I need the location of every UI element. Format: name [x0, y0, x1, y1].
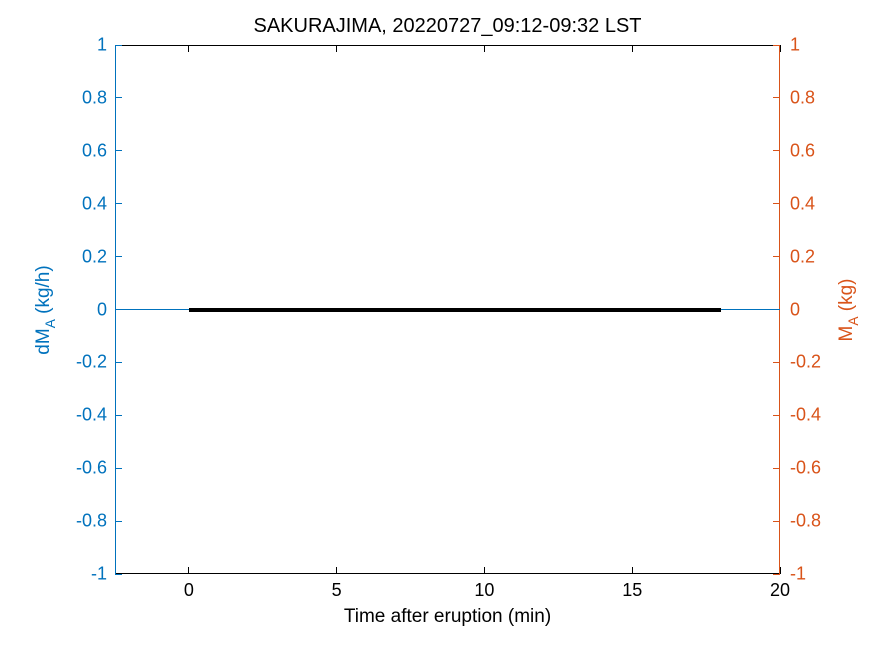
- y-right-label-suffix: (kg): [836, 278, 857, 316]
- y-right-label-sub: A: [846, 316, 861, 325]
- y-right-tick: [773, 362, 780, 363]
- chart-title: SAKURAJIMA, 20220727_09:12-09:32 LST: [253, 15, 641, 38]
- x-tick-label: 0: [184, 580, 194, 601]
- y-right-tick: [773, 574, 780, 575]
- x-tick-label: 10: [474, 580, 494, 601]
- y-left-tick-label: -0.2: [76, 352, 107, 373]
- y-left-tick-label: 0: [97, 299, 107, 320]
- y-left-tick-label: 0.8: [82, 87, 107, 108]
- x-tick: [484, 567, 485, 574]
- x-tick-top: [336, 45, 337, 52]
- y-right-tick: [773, 415, 780, 416]
- y-left-tick-label: -0.8: [76, 511, 107, 532]
- y-right-tick-label: 1: [790, 35, 800, 56]
- y-left-tick: [115, 574, 122, 575]
- y-left-label-sub: A: [43, 319, 58, 328]
- y-right-tick: [773, 97, 780, 98]
- y-left-label-prefix: dM: [33, 328, 54, 354]
- x-tick-label: 15: [622, 580, 642, 601]
- y-right-tick-label: -0.4: [790, 405, 821, 426]
- x-axis-top: [115, 45, 780, 46]
- y-left-tick: [115, 468, 122, 469]
- y-right-tick-label: 0.6: [790, 140, 815, 161]
- data-series-line: [189, 308, 721, 312]
- y-left-tick: [115, 45, 122, 46]
- y-right-tick-label: -1: [790, 564, 806, 585]
- y-left-tick: [115, 203, 122, 204]
- y-left-tick: [115, 150, 122, 151]
- x-tick: [336, 567, 337, 574]
- x-tick: [632, 567, 633, 574]
- y-right-axis-label: MA (kg): [836, 278, 860, 341]
- y-right-tick: [773, 521, 780, 522]
- y-right-tick-label: -0.2: [790, 352, 821, 373]
- x-axis-label: Time after eruption (min): [344, 606, 551, 628]
- x-axis-bottom: [115, 573, 780, 574]
- y-right-tick-label: 0.2: [790, 246, 815, 267]
- y-left-tick-label: 0.2: [82, 246, 107, 267]
- x-tick: [188, 567, 189, 574]
- y-left-tick-label: 1: [97, 35, 107, 56]
- y-left-tick-label: 0.6: [82, 140, 107, 161]
- y-right-tick: [773, 150, 780, 151]
- y-right-tick-label: 0.8: [790, 87, 815, 108]
- y-left-tick: [115, 415, 122, 416]
- y-left-tick: [115, 362, 122, 363]
- y-right-tick: [773, 468, 780, 469]
- y-right-tick-label: -0.6: [790, 458, 821, 479]
- x-tick-top: [188, 45, 189, 52]
- y-right-tick: [773, 45, 780, 46]
- y-right-tick-label: 0: [790, 299, 800, 320]
- x-tick-top: [484, 45, 485, 52]
- y-left-tick: [115, 521, 122, 522]
- y-right-tick-label: 0.4: [790, 193, 815, 214]
- x-tick-label: 20: [770, 580, 790, 601]
- y-left-tick-label: -0.6: [76, 458, 107, 479]
- y-left-axis-label: dMA (kg/h): [33, 265, 57, 354]
- y-left-tick: [115, 97, 122, 98]
- y-left-tick-label: 0.4: [82, 193, 107, 214]
- y-right-label-prefix: M: [836, 325, 857, 341]
- y-right-tick-label: -0.8: [790, 511, 821, 532]
- chart-container: SAKURAJIMA, 20220727_09:12-09:32 LST 0 5 1…: [0, 0, 875, 656]
- y-right-tick: [773, 256, 780, 257]
- x-tick-label: 5: [332, 580, 342, 601]
- x-tick-top: [632, 45, 633, 52]
- y-left-label-suffix: (kg/h): [33, 265, 54, 319]
- y-left-tick-label: -1: [91, 564, 107, 585]
- x-tick-top: [780, 45, 781, 52]
- y-right-tick: [773, 203, 780, 204]
- y-left-tick: [115, 256, 122, 257]
- y-left-tick-label: -0.4: [76, 405, 107, 426]
